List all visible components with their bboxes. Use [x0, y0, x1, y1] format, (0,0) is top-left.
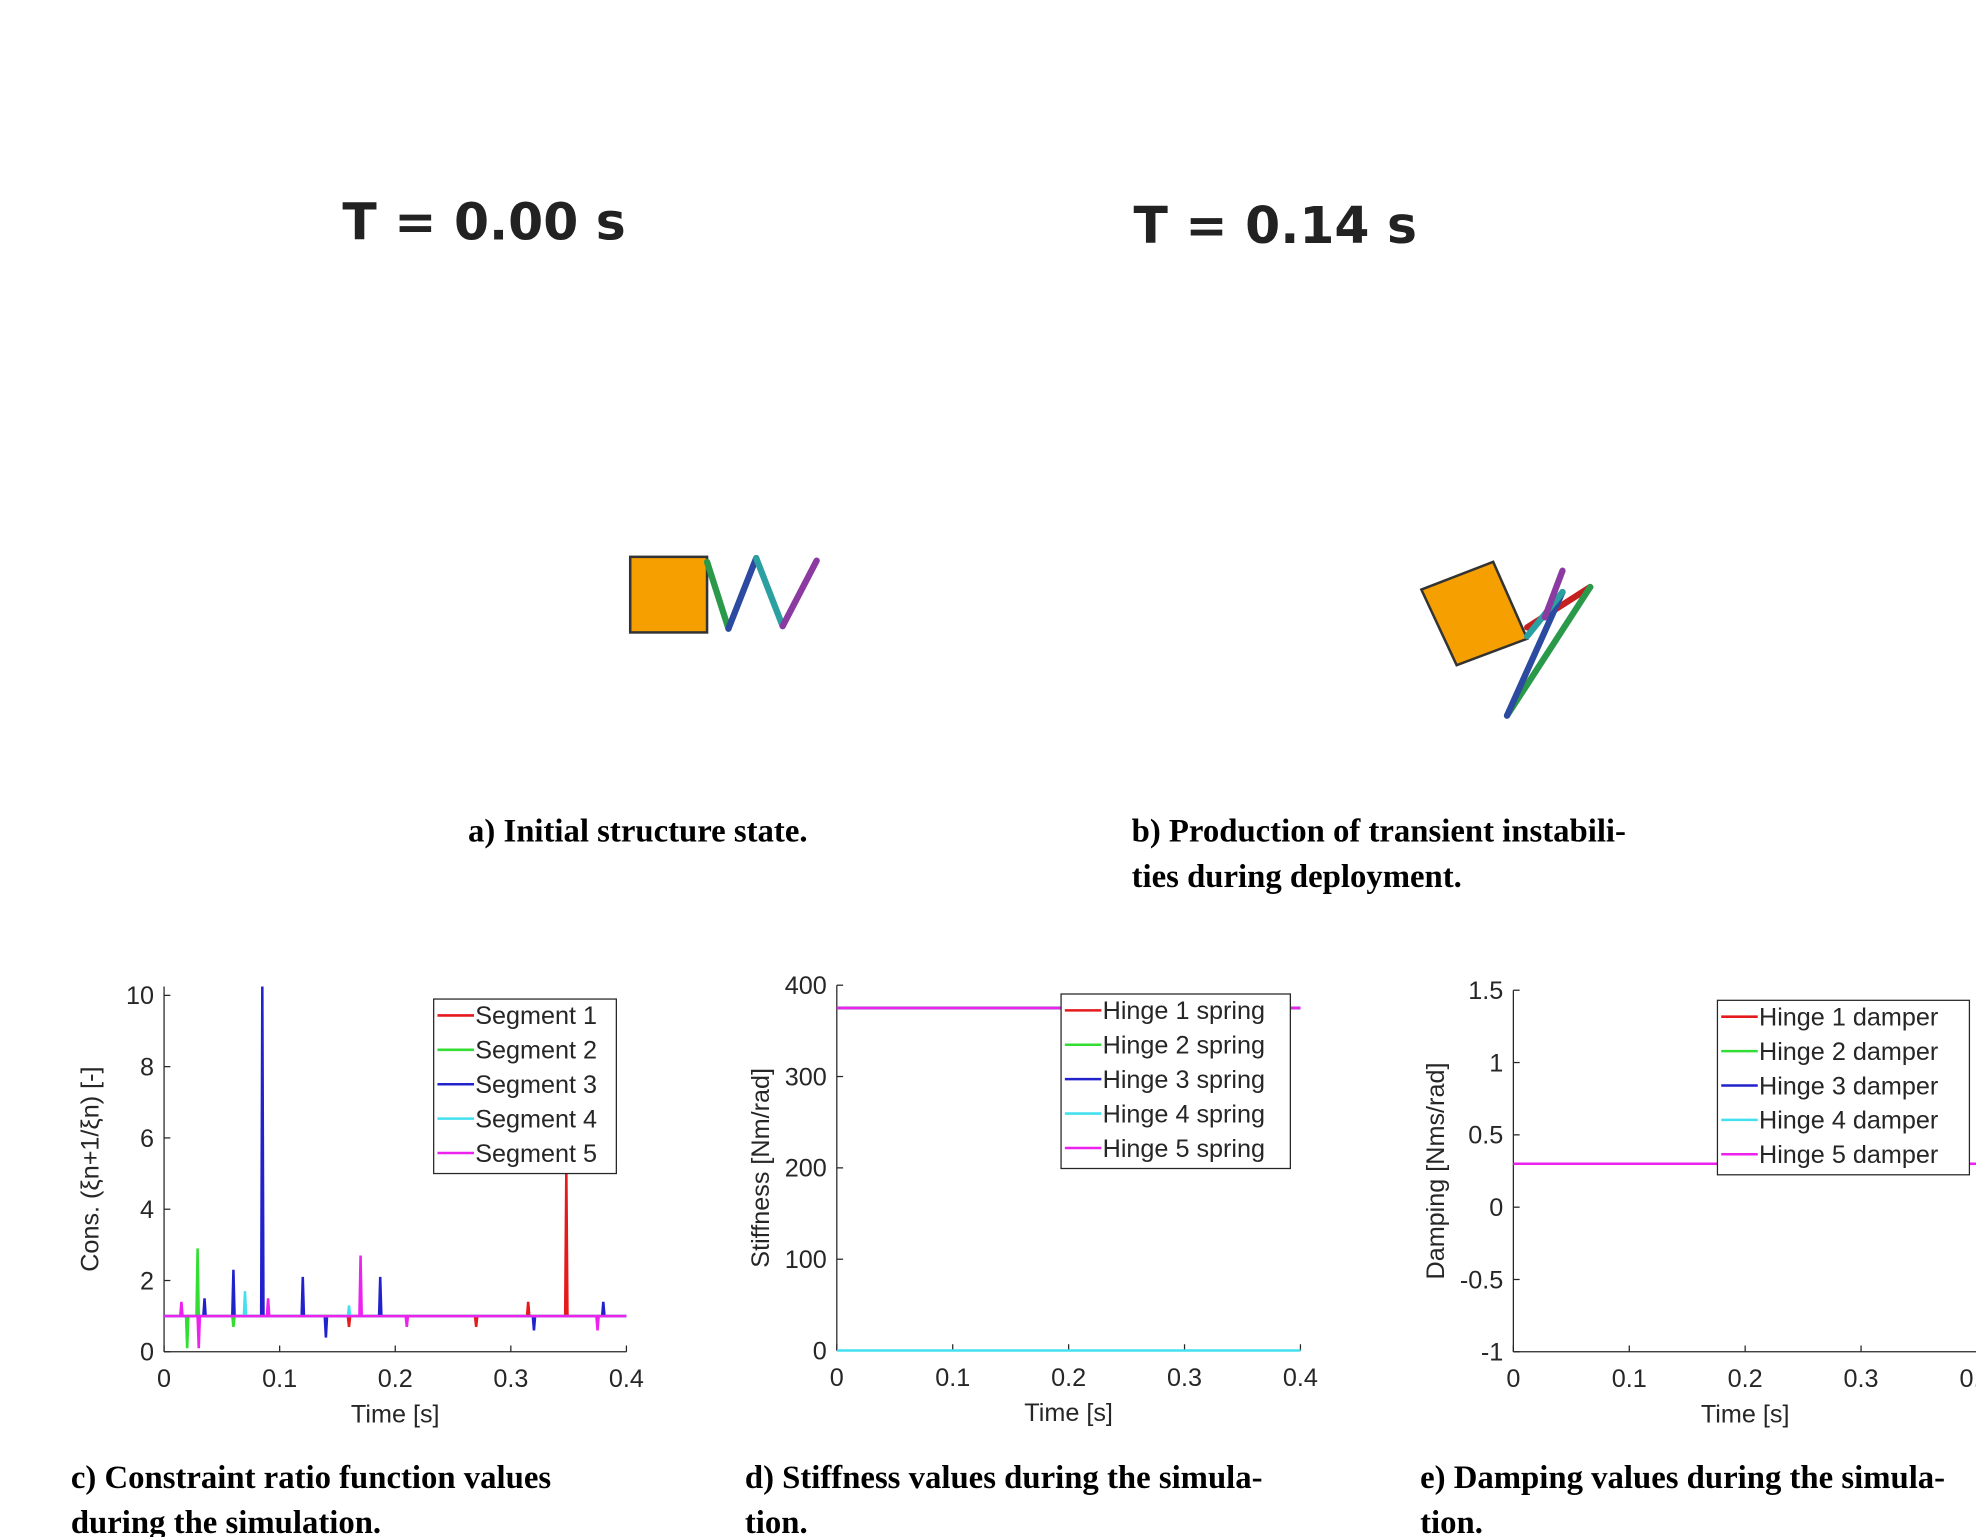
y-axis-label: Damping [Nms/rad] — [1422, 1063, 1450, 1280]
body — [628, 555, 709, 634]
legend-label: Hinge 5 damper — [1759, 1141, 1938, 1169]
x-axis-label: Time [s] — [1701, 1400, 1790, 1428]
segment — [779, 557, 820, 630]
x-tick-label: 0 — [830, 1364, 844, 1392]
caption: b) Production of transient instabili- — [1132, 814, 1626, 850]
caption: a) Initial structure state. — [468, 814, 808, 850]
y-tick-label: 100 — [785, 1246, 827, 1274]
legend-label: Hinge 1 damper — [1759, 1004, 1938, 1032]
zigzag — [703, 554, 820, 632]
y-tick-label: 0 — [1489, 1194, 1503, 1222]
x-tick-label: 0.2 — [1051, 1364, 1086, 1392]
segment — [1541, 567, 1566, 621]
legend-box — [1060, 993, 1291, 1170]
caption: c) Constraint ratio function values — [71, 1460, 551, 1496]
legend-label: Segment 2 — [475, 1037, 597, 1065]
chart: 0 0.1 0.2 0.3 0.4 0 100 200 300 400 Time [s] Stiffn… — [745, 972, 1318, 1537]
segment — [1503, 588, 1566, 719]
x-tick-label: 0.1 — [262, 1365, 297, 1393]
y-tick-label: 400 — [785, 972, 827, 1000]
y-tick-label: 10 — [126, 982, 154, 1010]
zigzag — [1503, 567, 1594, 719]
x-tick-label: 0.2 — [378, 1365, 413, 1393]
x-tick-label: 0.3 — [1844, 1365, 1879, 1393]
y-tick-label: 8 — [140, 1053, 154, 1081]
y-tick-label: 4 — [140, 1196, 154, 1224]
legend-label: Hinge 3 damper — [1759, 1072, 1938, 1100]
caption: during the simulation. — [71, 1505, 381, 1537]
legend-label: Segment 1 — [475, 1002, 597, 1030]
x-tick-label: 0.1 — [935, 1364, 970, 1392]
legend-label: Hinge 4 damper — [1759, 1107, 1938, 1135]
y-tick-label: -1 — [1481, 1339, 1503, 1367]
y-tick-label: 1.5 — [1468, 977, 1503, 1005]
x-axis-label: Time [s] — [1024, 1399, 1113, 1427]
y-tick-label: 2 — [140, 1267, 154, 1295]
segment — [703, 558, 732, 632]
y-tick-label: 0.5 — [1468, 1122, 1503, 1150]
series-line — [164, 1255, 627, 1349]
segment — [725, 554, 760, 632]
x-tick-label: 0.2 — [1728, 1365, 1763, 1393]
chart: 0 0.1 0.2 0.3 0.4 -1 -0.5 0 0.5 1 1.5 Time [s] Dampi… — [1420, 977, 1976, 1537]
y-tick-label: 1 — [1489, 1049, 1503, 1077]
series-line — [164, 1248, 627, 1349]
legend-label: Segment 4 — [475, 1105, 597, 1133]
x-tick-label: 0.3 — [1167, 1364, 1202, 1392]
legend-label: Hinge 2 damper — [1759, 1038, 1938, 1066]
legend-label: Hinge 1 spring — [1103, 997, 1265, 1025]
caption: tion. — [1420, 1505, 1483, 1537]
legend-label: Hinge 3 spring — [1103, 1066, 1265, 1094]
x-tick-label: 0.4 — [1959, 1365, 1976, 1393]
time-label: T = 0.14 s — [1134, 196, 1417, 255]
y-tick-label: 6 — [140, 1125, 154, 1153]
legend-label: Segment 5 — [475, 1140, 597, 1168]
y-tick-label: 0 — [140, 1339, 154, 1367]
structure-a — [628, 554, 820, 634]
y-tick-label: 300 — [785, 1063, 827, 1091]
caption: ties during deployment. — [1132, 859, 1462, 895]
x-tick-label: 0 — [157, 1365, 171, 1393]
segment — [1503, 583, 1594, 719]
x-tick-label: 0.4 — [609, 1365, 644, 1393]
x-tick-label: 0.4 — [1283, 1364, 1318, 1392]
structure-b — [1419, 560, 1594, 719]
legend-box — [433, 998, 617, 1175]
y-axis-label: Stiffness [Nm/rad] — [747, 1068, 775, 1268]
time-label: T = 0.00 s — [342, 192, 625, 251]
legend-label: Hinge 5 spring — [1103, 1135, 1265, 1163]
caption: d) Stiffness values during the simula- — [745, 1460, 1263, 1496]
caption: e) Damping values during the simula- — [1420, 1460, 1945, 1496]
x-tick-label: 0.1 — [1612, 1365, 1647, 1393]
x-tick-label: 0 — [1506, 1365, 1520, 1393]
legend-label: Hinge 4 spring — [1103, 1100, 1265, 1128]
y-tick-label: -0.5 — [1460, 1266, 1503, 1294]
x-tick-label: 0.3 — [493, 1365, 528, 1393]
y-axis-label: Cons. (ξn+1/ξn) [-] — [77, 1067, 105, 1272]
caption: tion. — [745, 1505, 808, 1537]
x-axis-label: Time [s] — [351, 1400, 440, 1428]
y-tick-label: 0 — [813, 1337, 827, 1365]
legend-box — [1716, 999, 1971, 1176]
y-tick-label: 200 — [785, 1155, 827, 1183]
legend-label: Hinge 2 spring — [1103, 1032, 1265, 1060]
body — [1419, 560, 1529, 667]
segment — [753, 554, 786, 630]
legend-label: Segment 3 — [475, 1071, 597, 1099]
chart: 0 0.1 0.2 0.3 0.4 0 2 4 6 8 10 Time [s] Cons. (ξn+1/… — [71, 982, 644, 1537]
